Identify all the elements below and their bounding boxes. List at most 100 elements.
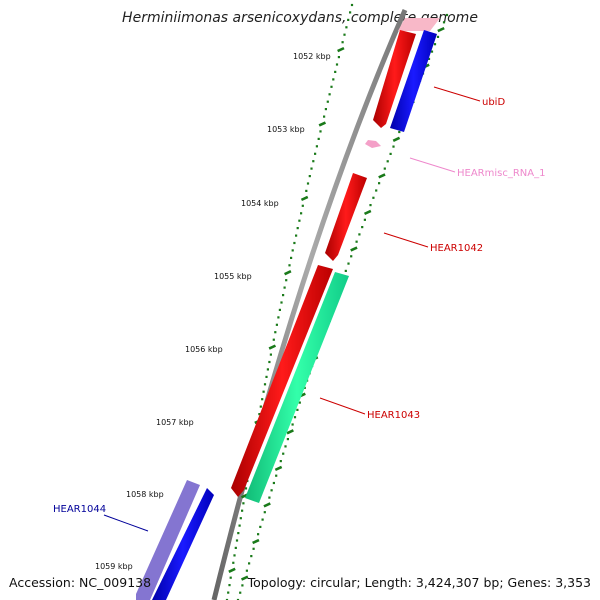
major-tick bbox=[300, 195, 309, 202]
gene-HEAR1042-arrow bbox=[325, 173, 367, 261]
minor-tick bbox=[389, 152, 392, 155]
minor-tick bbox=[291, 249, 294, 252]
genome-backbone bbox=[211, 8, 408, 600]
minor-tick bbox=[296, 227, 299, 230]
minor-tick bbox=[293, 241, 296, 245]
minor-tick bbox=[343, 33, 346, 36]
minor-tick bbox=[284, 445, 287, 448]
minor-tick bbox=[361, 226, 364, 229]
minor-tick bbox=[296, 408, 299, 411]
minor-tick bbox=[358, 233, 361, 236]
gene-HEARmisc_RNA_1-arrow bbox=[365, 140, 381, 148]
minor-tick bbox=[324, 108, 327, 111]
tick-label: 1053 kbp bbox=[267, 125, 305, 134]
minor-tick bbox=[233, 554, 236, 557]
tick-label: 1057 kbp bbox=[156, 418, 194, 427]
minor-tick bbox=[266, 368, 269, 371]
minor-tick bbox=[290, 256, 293, 259]
minor-tick bbox=[301, 204, 304, 207]
map-title: Herminiimonas arsenicoxydans, complete g… bbox=[122, 10, 478, 26]
gene-ubiD-arrow bbox=[373, 30, 416, 128]
gene-HEAR1044-arrow bbox=[136, 480, 200, 600]
major-tick bbox=[378, 173, 386, 179]
ubiD-leader bbox=[433, 86, 481, 102]
minor-tick bbox=[278, 308, 281, 311]
tick-label: 1058 kbp bbox=[126, 490, 164, 499]
minor-tick bbox=[293, 416, 297, 419]
minor-tick bbox=[282, 294, 285, 297]
minor-tick bbox=[241, 509, 244, 512]
minor-tick bbox=[326, 100, 329, 103]
minor-tick bbox=[337, 56, 340, 59]
minor-tick bbox=[282, 452, 285, 455]
minor-tick bbox=[344, 269, 347, 272]
gene-label-HEAR1042[interactable]: HEAR1042 bbox=[430, 243, 483, 254]
minor-tick bbox=[291, 423, 294, 426]
minor-tick bbox=[242, 502, 245, 505]
minor-tick bbox=[257, 533, 260, 536]
minor-tick bbox=[269, 353, 272, 356]
minor-tick bbox=[227, 591, 230, 594]
minor-tick bbox=[298, 219, 301, 222]
minor-tick bbox=[347, 18, 350, 21]
minor-tick bbox=[335, 63, 339, 66]
minor-tick bbox=[235, 539, 239, 542]
gene-label-HEAR1043[interactable]: HEAR1043 bbox=[367, 410, 420, 421]
minor-tick bbox=[272, 481, 275, 485]
HEAR1044-leader bbox=[103, 514, 149, 532]
minor-tick bbox=[280, 301, 283, 304]
minor-tick bbox=[250, 555, 253, 558]
minor-tick bbox=[305, 189, 308, 192]
minor-tick bbox=[314, 152, 317, 155]
major-tick bbox=[337, 46, 345, 53]
tick-label: 1052 kbp bbox=[293, 52, 331, 61]
minor-tick bbox=[298, 401, 301, 404]
minor-tick bbox=[369, 204, 372, 207]
tick-label: 1059 kbp bbox=[95, 562, 133, 571]
gene-label-HEAR1044[interactable]: HEAR1044 bbox=[53, 504, 106, 515]
tick-labels: 1052 kbp 1053 kbp 1054 kbp 1055 kbp 1056… bbox=[95, 52, 331, 571]
major-tick bbox=[263, 502, 271, 508]
minor-tick bbox=[330, 85, 333, 88]
gene-ubiD-partner-arrow bbox=[390, 30, 437, 132]
minor-tick bbox=[303, 386, 306, 389]
gene-label-HEARmisc_RNA_1[interactable]: HEARmisc_RNA_1 bbox=[457, 168, 546, 179]
minor-tick bbox=[277, 316, 280, 319]
minor-tick bbox=[275, 323, 278, 326]
minor-tick bbox=[350, 3, 354, 7]
major-tick bbox=[240, 575, 249, 581]
minor-tick bbox=[270, 489, 273, 492]
minor-tick bbox=[386, 160, 389, 163]
tick-label: 1054 kbp bbox=[241, 199, 279, 208]
minor-tick bbox=[241, 584, 244, 587]
minor-tick bbox=[378, 182, 381, 185]
tick-label: 1055 kbp bbox=[214, 272, 252, 281]
minor-tick bbox=[234, 546, 237, 549]
minor-tick bbox=[349, 11, 352, 14]
minor-tick bbox=[263, 511, 266, 514]
minor-tick bbox=[265, 375, 268, 378]
minor-tick bbox=[315, 145, 318, 148]
minor-tick bbox=[261, 518, 264, 521]
minor-tick bbox=[328, 93, 331, 96]
minor-tick bbox=[268, 496, 271, 499]
minor-tick bbox=[259, 525, 262, 528]
minor-tick bbox=[239, 591, 242, 594]
minor-tick bbox=[236, 598, 240, 600]
minor-tick bbox=[245, 569, 248, 572]
minor-tick bbox=[398, 130, 401, 134]
major-tick bbox=[284, 270, 292, 276]
minor-tick bbox=[445, 13, 449, 17]
genome-summary: Topology: circular; Length: 3,424,307 bp… bbox=[247, 575, 591, 590]
minor-tick bbox=[237, 532, 240, 535]
minor-tick bbox=[263, 383, 267, 386]
major-tick bbox=[268, 344, 277, 350]
minor-tick bbox=[225, 598, 229, 600]
minor-tick bbox=[308, 175, 311, 178]
minor-tick bbox=[252, 547, 255, 550]
minor-tick bbox=[286, 438, 289, 441]
gene-label-ubiD[interactable]: ubiD bbox=[482, 97, 505, 108]
minor-tick bbox=[238, 524, 241, 527]
minor-tick bbox=[323, 115, 326, 118]
minor-tick bbox=[232, 561, 235, 564]
